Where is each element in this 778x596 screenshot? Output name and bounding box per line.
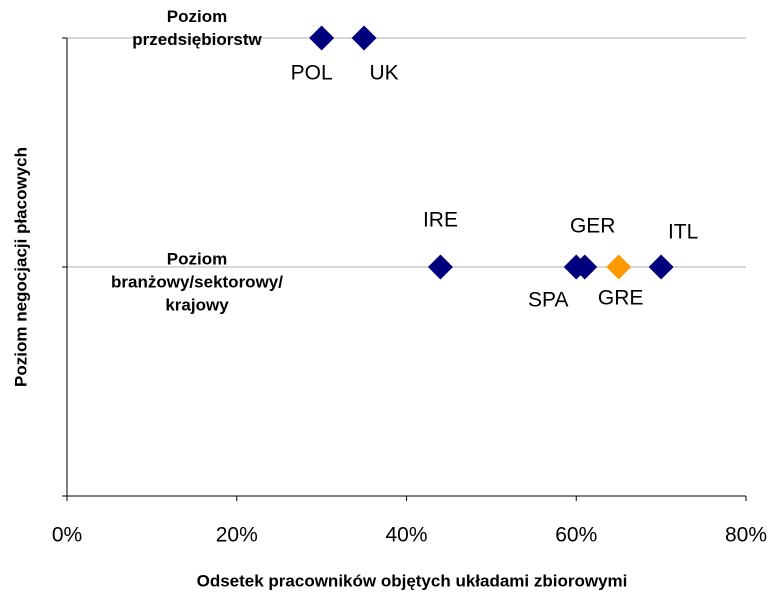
- point: [351, 25, 377, 51]
- point: [648, 254, 674, 280]
- y-tick-label: Poziom przedsiębiorstw: [132, 7, 262, 49]
- point: [427, 254, 453, 280]
- x-tick-label: 40%: [385, 524, 427, 547]
- point: [572, 254, 598, 280]
- y-tick-label: Poziom branżowy/sektorowy/ krajowy: [111, 249, 283, 315]
- x-axis-title: Odsetek pracowników objętych układami zb…: [197, 571, 628, 590]
- x-tick-label: 80%: [725, 524, 767, 547]
- y-axis-title: Poziom negocjacji płacowych: [11, 147, 30, 387]
- point: [309, 25, 335, 51]
- point-label: SPA: [528, 289, 568, 312]
- point-label: POL: [291, 62, 333, 85]
- x-tick-label: 60%: [555, 524, 597, 547]
- point-label: UK: [369, 62, 398, 85]
- x-tick-label: 0%: [52, 524, 82, 547]
- point-label: IRE: [423, 209, 458, 232]
- point-label: ITL: [668, 221, 698, 244]
- point-label: GRE: [598, 287, 644, 310]
- x-tick-label: 20%: [216, 524, 258, 547]
- point: [606, 254, 632, 280]
- point-label: GER: [570, 215, 616, 238]
